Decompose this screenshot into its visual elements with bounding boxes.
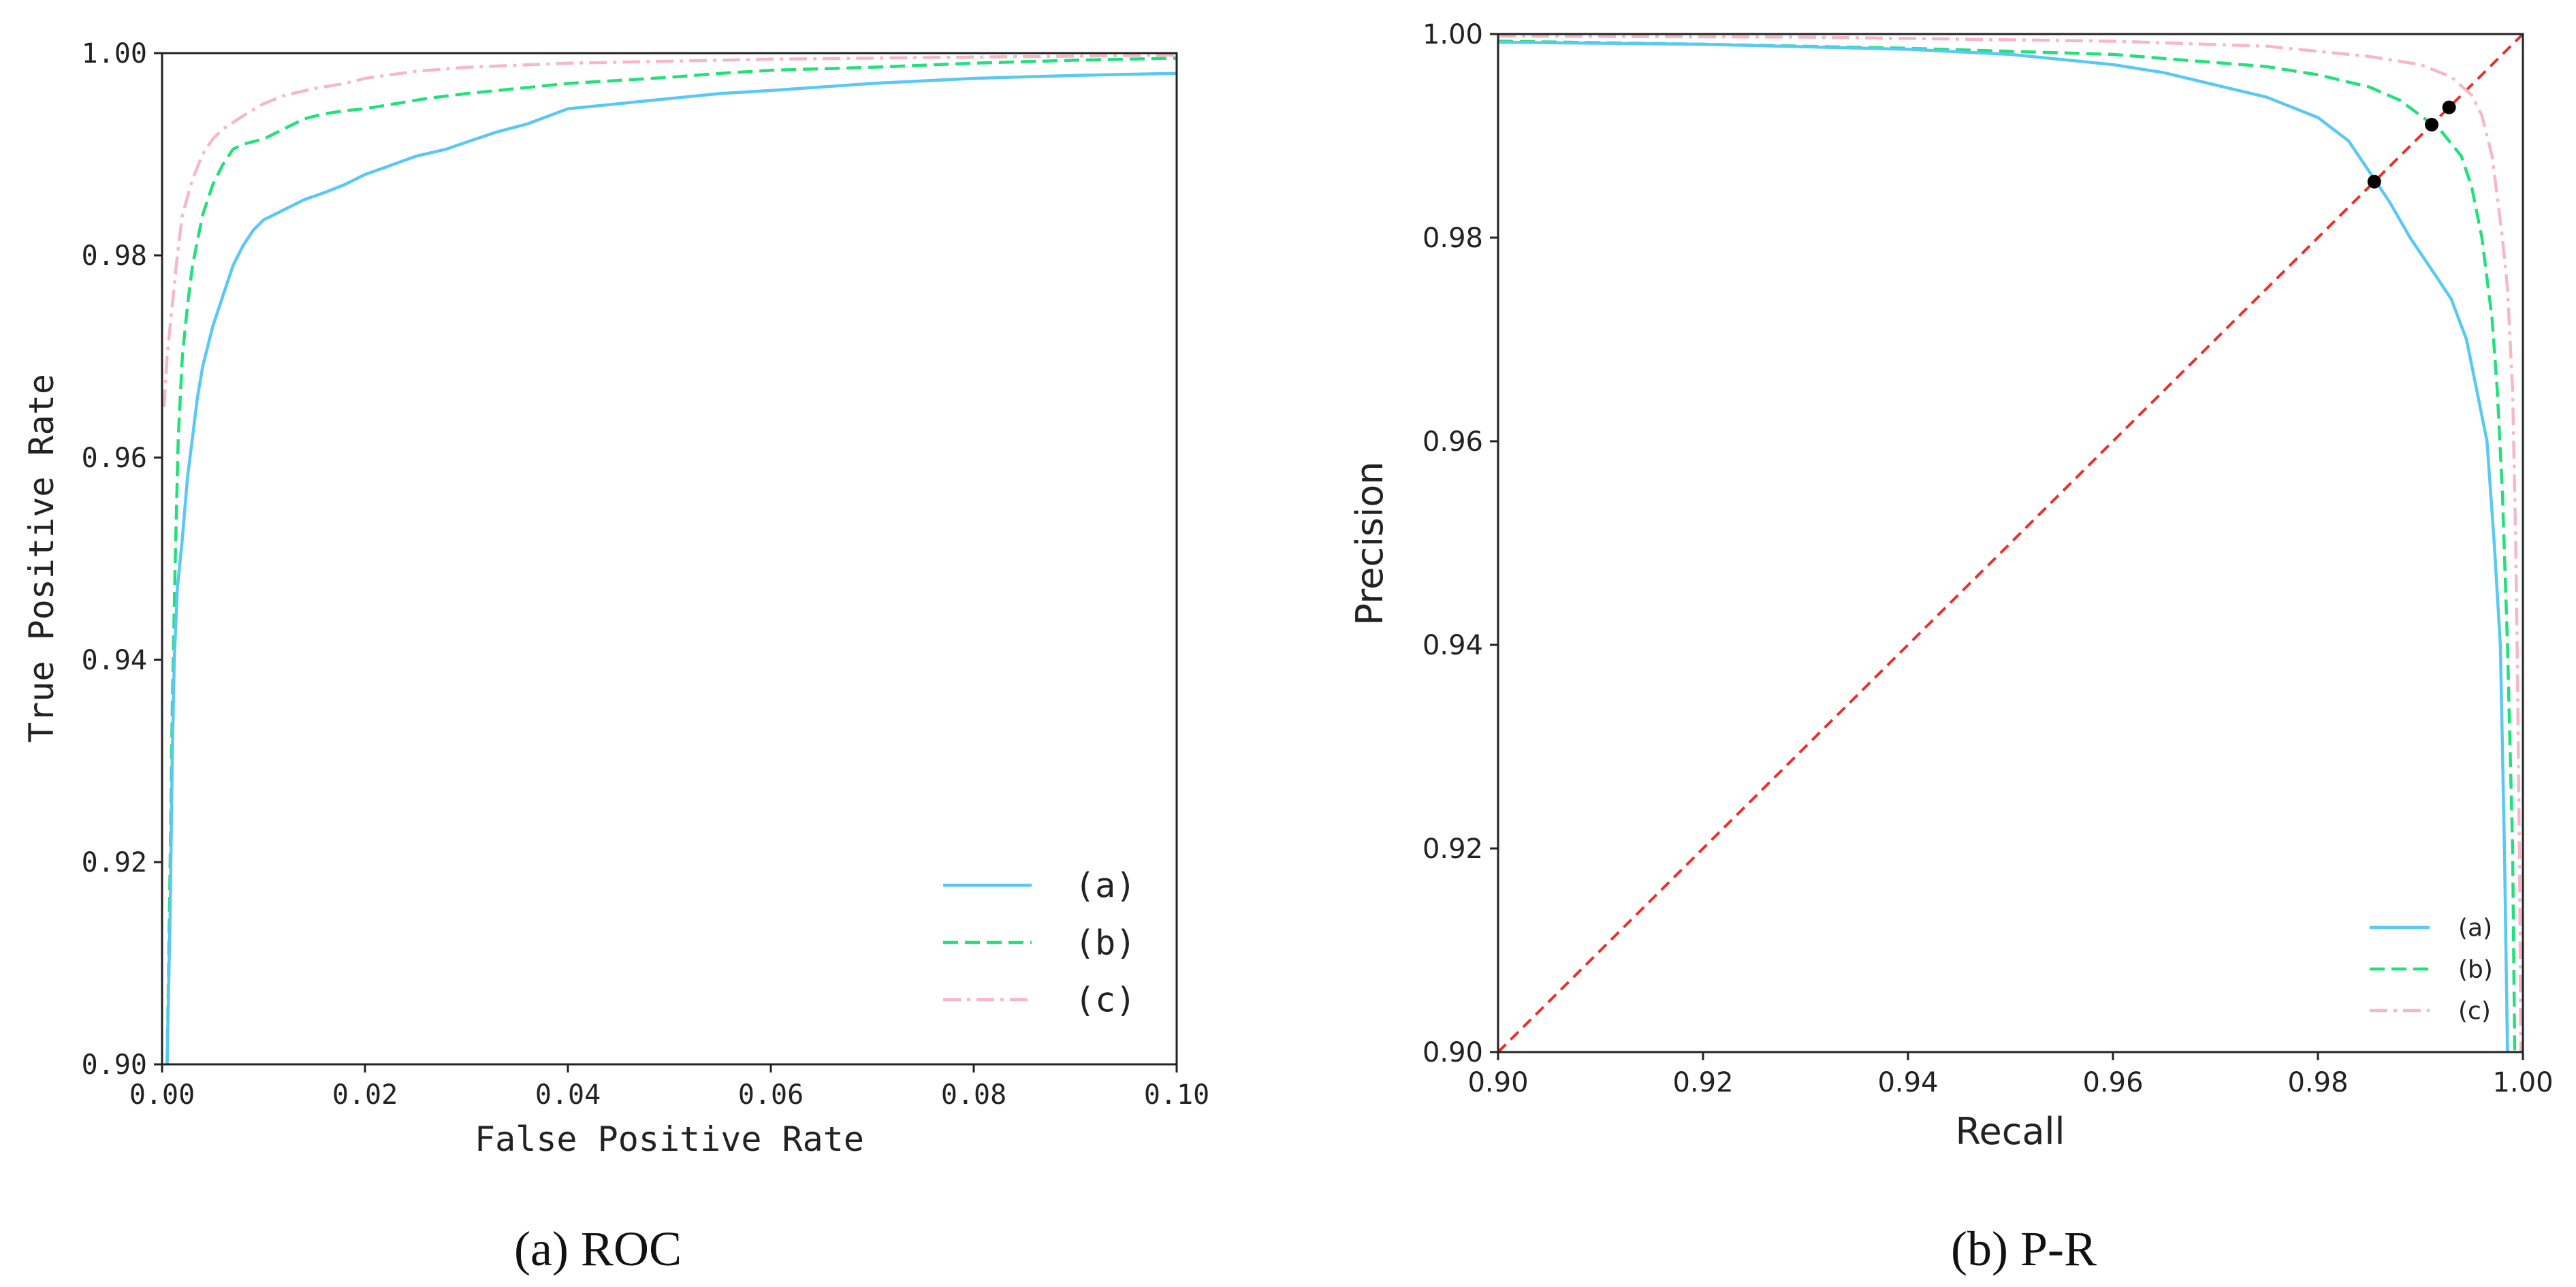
pr-x-tick-label: 0.94: [1877, 1067, 1938, 1098]
roc-x-tick-label: 0.08: [941, 1079, 1006, 1111]
pr-y-tick-label: 0.94: [1422, 630, 1483, 661]
roc-plot-frame: [161, 52, 1178, 1066]
pr-x-tick-label: 0.98: [2287, 1067, 2348, 1098]
pr-reference-diagonal: [1498, 33, 2524, 1052]
roc-y-tick-label: 0.90: [82, 1049, 147, 1081]
roc-x-axis-label: False Positive Rate: [475, 1119, 864, 1159]
pr-x-tick-label: 0.96: [2082, 1067, 2143, 1098]
pr-curves: [1498, 33, 2524, 1052]
roc-x-tick-label: 0.10: [1144, 1079, 1209, 1111]
roc-series-a: [165, 72, 1177, 1064]
roc-y-tick-label: 1.00: [82, 38, 147, 69]
roc-panel: 0.00 0.02 0.04 0.06 0.08 0.10 0.90 0.92 0.94 0.96…: [22, 38, 1209, 1276]
roc-x-tick-label: 0.04: [535, 1079, 601, 1111]
pr-x-tick-label: 0.90: [1467, 1067, 1528, 1098]
pr-y-axis-label: Precision: [1348, 462, 1391, 626]
roc-x-tick-label: 0.00: [129, 1079, 195, 1111]
roc-ticks: 0.00 0.02 0.04 0.06 0.08 0.10 0.90 0.92 0.94 0.96…: [82, 38, 1209, 1111]
roc-series-b: [165, 57, 1177, 1064]
roc-legend: (a) (b) (c): [943, 866, 1136, 1020]
roc-x-tick-label: 0.06: [738, 1079, 804, 1111]
pr-x-axis-label: Recall: [1955, 1110, 2065, 1153]
break-even-point-a: [2367, 174, 2381, 189]
pr-legend-label: (a): [2458, 915, 2492, 942]
roc-legend-label: (a): [1075, 866, 1136, 906]
pr-y-tick-label: 0.96: [1422, 426, 1483, 458]
roc-legend-label: (b): [1075, 923, 1136, 963]
break-even-point-b: [2425, 118, 2439, 132]
pr-legend-label: (c): [2458, 998, 2491, 1026]
roc-y-tick-label: 0.94: [82, 645, 147, 676]
roc-y-tick-label: 0.92: [82, 847, 147, 878]
roc-caption: (a) ROC: [514, 1222, 682, 1276]
roc-legend-label: (c): [1075, 981, 1136, 1020]
pr-x-tick-label: 0.92: [1672, 1067, 1733, 1098]
pr-plot-frame: [1497, 33, 2524, 1053]
break-even-point-c: [2442, 100, 2456, 114]
pr-series-a: [1498, 40, 2509, 1052]
pr-ticks: 0.90 0.92 0.94 0.96 0.98 1.00 0.90 0.92 0.94 0.96…: [1422, 19, 2554, 1098]
pr-legend: (a) (b) (c): [2370, 915, 2493, 1026]
pr-y-tick-label: 1.00: [1422, 19, 1483, 50]
pr-y-tick-label: 0.90: [1422, 1037, 1483, 1068]
roc-y-axis-label: True Positive Rate: [22, 374, 61, 743]
pr-series-c: [1498, 34, 2523, 1052]
roc-series-c: [162, 53, 1177, 407]
roc-y-tick-label: 0.96: [82, 443, 147, 474]
pr-y-tick-label: 0.98: [1422, 223, 1483, 254]
pr-y-tick-label: 0.92: [1422, 833, 1483, 865]
roc-x-tick-label: 0.02: [332, 1079, 398, 1111]
roc-curves: [162, 53, 1177, 1064]
pr-panel: 0.90 0.92 0.94 0.96 0.98 1.00 0.90 0.92 0.94 0.96…: [1348, 19, 2554, 1276]
pr-x-tick-label: 1.00: [2492, 1067, 2553, 1098]
pr-legend-label: (b): [2458, 956, 2493, 984]
pr-caption: (b) P-R: [1951, 1222, 2097, 1276]
roc-y-tick-label: 0.98: [82, 240, 147, 272]
